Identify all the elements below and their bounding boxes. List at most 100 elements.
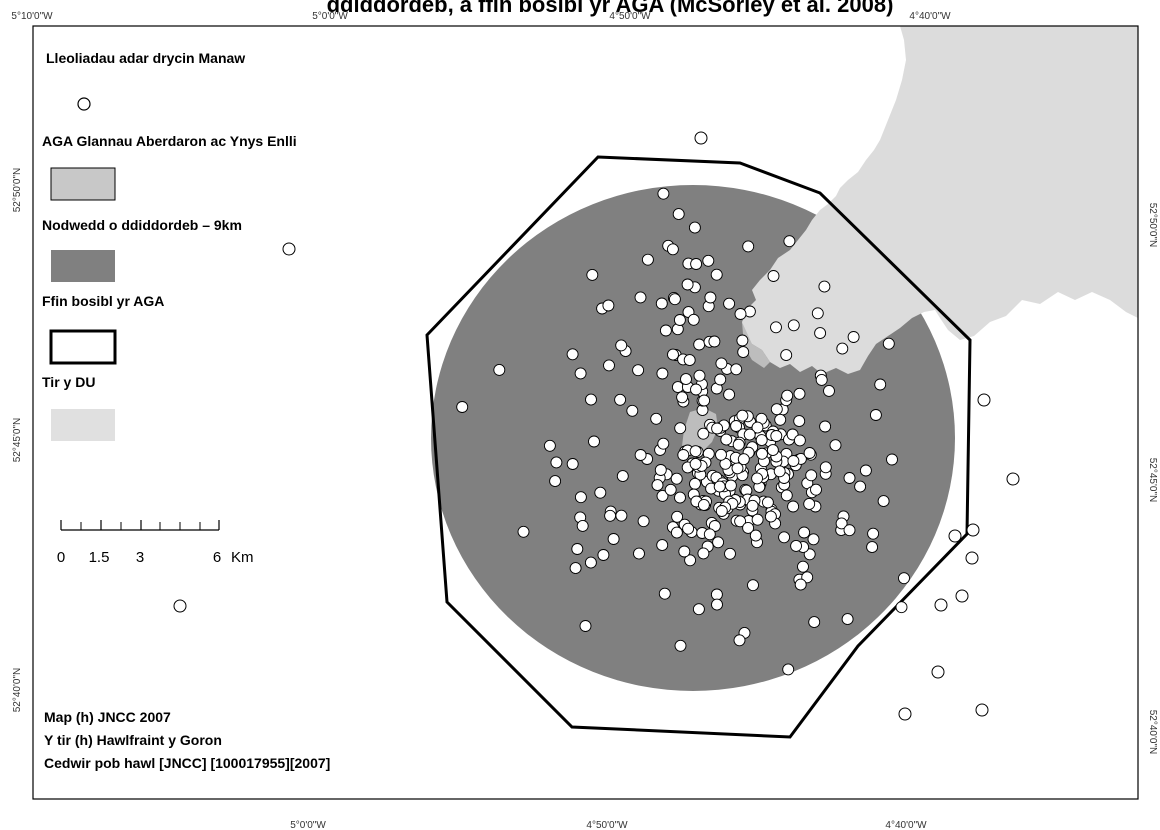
- location-point: [756, 447, 768, 460]
- location-point: [658, 587, 671, 600]
- location-point: [659, 324, 672, 337]
- location-point: [657, 437, 670, 450]
- location-point: [743, 428, 756, 441]
- location-point: [815, 373, 828, 386]
- top-coord-label: 5°0'0"W: [312, 11, 348, 22]
- location-point: [805, 469, 818, 482]
- location-point: [780, 349, 793, 362]
- location-point: [823, 384, 835, 397]
- location-point: [787, 455, 800, 467]
- legend-label-locations: Lleoliadau adar drycin Manaw: [46, 50, 245, 66]
- location-point: [711, 598, 723, 611]
- map-frame: [32, 25, 1139, 800]
- location-point: [677, 449, 690, 461]
- location-point: [787, 500, 800, 513]
- location-point: [713, 480, 726, 493]
- location-point: [674, 491, 686, 504]
- location-point: [698, 394, 711, 407]
- legend-box-feature: [51, 250, 115, 282]
- location-point: [714, 373, 727, 386]
- location-point: [836, 342, 849, 355]
- location-point: [693, 338, 706, 351]
- credit-line: Y tir (h) Hawlfraint y Goron: [44, 732, 222, 748]
- location-point: [683, 354, 696, 367]
- location-point: [584, 556, 597, 569]
- location-point: [847, 331, 860, 343]
- location-point: [674, 639, 687, 652]
- location-point: [751, 472, 764, 485]
- location-point: [931, 665, 945, 679]
- location-point: [778, 531, 791, 544]
- location-point: [641, 253, 654, 266]
- location-point: [934, 598, 948, 612]
- location-point: [656, 367, 669, 380]
- location-point: [543, 439, 556, 452]
- location-point: [746, 499, 759, 512]
- location-point: [566, 348, 579, 361]
- location-point: [898, 707, 912, 721]
- location-point: [732, 438, 745, 451]
- location-point: [173, 599, 187, 613]
- location-point: [607, 533, 620, 545]
- location-point: [678, 545, 691, 558]
- location-point: [710, 588, 723, 601]
- location-point: [843, 524, 856, 537]
- location-point: [829, 439, 842, 452]
- location-point: [676, 391, 689, 404]
- location-point: [634, 449, 647, 461]
- location-point: [793, 387, 806, 400]
- legend-box-sac: [50, 167, 116, 201]
- location-point: [869, 409, 882, 421]
- location-point: [975, 703, 989, 717]
- location-point: [749, 529, 762, 542]
- location-point: [588, 435, 600, 448]
- location-point: [724, 479, 737, 492]
- right-coord-label: 52°40'0"N: [1147, 710, 1158, 755]
- location-point: [730, 420, 743, 432]
- location-point: [681, 278, 694, 291]
- location-point: [549, 475, 562, 488]
- location-point: [882, 337, 895, 350]
- legend-box-land: [51, 409, 115, 441]
- location-point: [810, 483, 822, 496]
- location-point: [780, 489, 793, 502]
- location-point: [781, 389, 794, 402]
- location-point: [566, 458, 579, 470]
- bottom-coord-label: 4°50'0"W: [586, 820, 628, 830]
- location-point: [614, 393, 627, 406]
- legend-label-feature: Nodwedd o ddiddordeb – 9km: [42, 217, 242, 233]
- location-point: [965, 551, 979, 565]
- location-point: [637, 515, 650, 528]
- location-point: [798, 526, 811, 539]
- location-point: [569, 562, 582, 575]
- location-point: [835, 517, 848, 530]
- legend: Lleoliadau adar drycin Manaw AGA Glannau…: [42, 50, 297, 441]
- location-point: [671, 510, 684, 523]
- location-point: [694, 131, 708, 145]
- location-point: [597, 549, 610, 561]
- location-point: [282, 242, 296, 256]
- location-point: [656, 489, 669, 502]
- credit-line: Map (h) JNCC 2007: [44, 709, 171, 725]
- location-point: [874, 378, 887, 391]
- bottom-coord-label: 4°40'0"W: [885, 820, 927, 830]
- legend-label-boundary: Ffin bosibl yr AGA: [42, 293, 164, 309]
- location-point: [667, 348, 679, 361]
- location-point: [794, 578, 807, 591]
- location-point: [803, 447, 816, 459]
- location-point: [761, 496, 774, 509]
- location-point: [773, 465, 786, 478]
- location-point: [690, 258, 703, 270]
- location-point: [811, 307, 824, 320]
- location-point: [655, 297, 668, 310]
- location-point: [603, 359, 615, 372]
- location-point: [770, 430, 783, 442]
- location-point: [797, 560, 809, 573]
- uk-land-area: [742, 26, 1138, 374]
- location-point: [783, 235, 796, 248]
- right-coordinates: 52°50'0"N 52°45'0"N 52°40'0"N: [1147, 203, 1158, 755]
- location-point: [692, 603, 705, 616]
- location-point: [807, 533, 820, 546]
- location-point: [684, 554, 697, 567]
- location-point: [1006, 472, 1020, 486]
